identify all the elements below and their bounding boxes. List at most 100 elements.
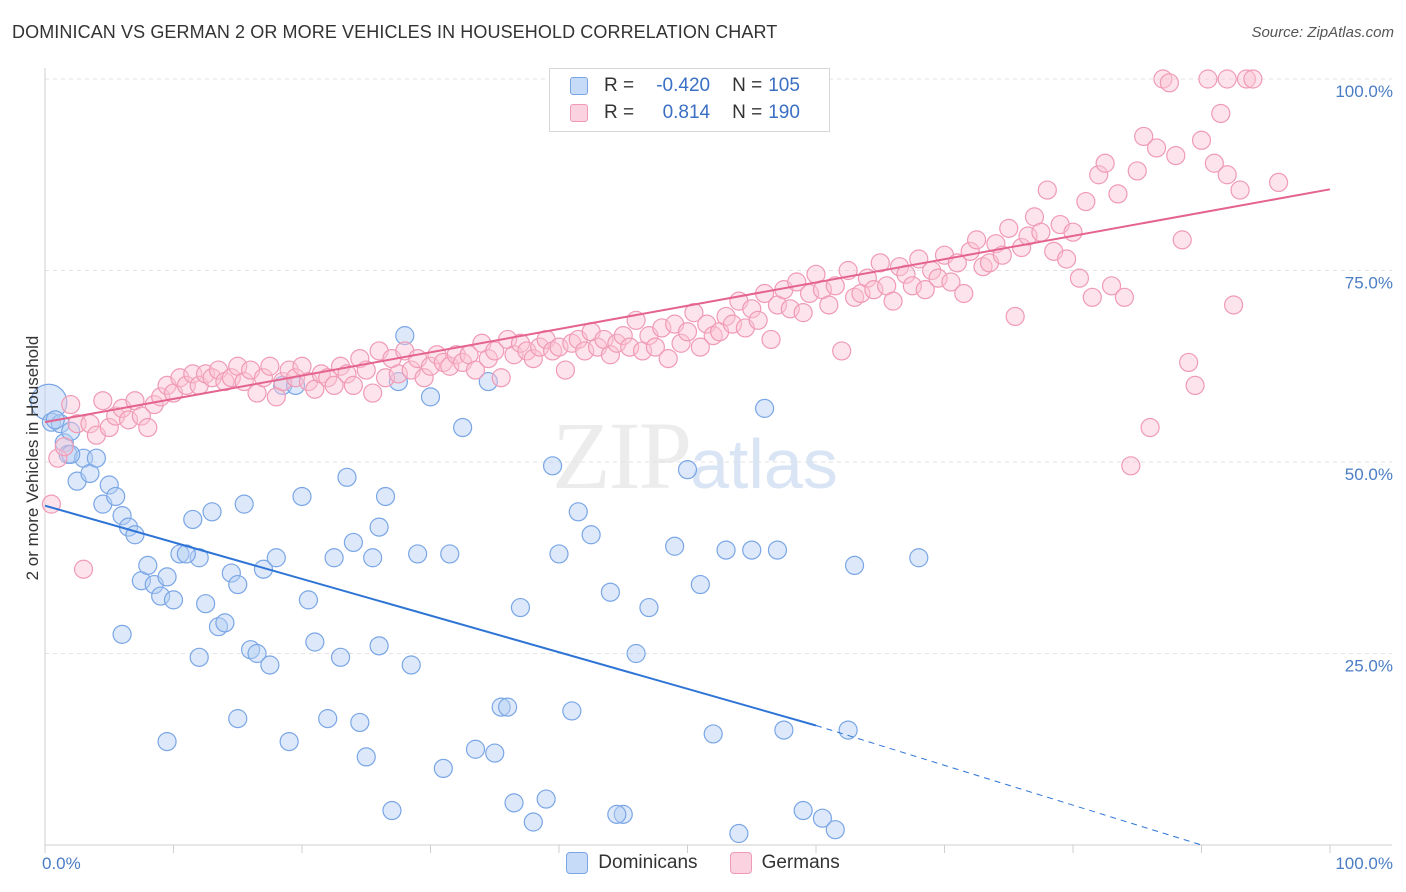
dominican-point	[690, 574, 710, 595]
dominican-point	[298, 590, 319, 610]
german-point	[690, 337, 710, 357]
german-point	[41, 494, 62, 514]
german-point	[260, 356, 280, 376]
dominican-trend-extension	[815, 725, 1202, 846]
dominican-point	[234, 494, 254, 514]
dominican-point	[909, 548, 929, 568]
dominican-point	[812, 808, 833, 828]
german-point	[652, 318, 672, 338]
german-point	[510, 333, 531, 353]
dominican-point	[292, 486, 312, 507]
german-point	[1069, 268, 1090, 288]
german-point	[954, 283, 974, 304]
dominican-point	[112, 624, 132, 644]
dominican-point	[607, 804, 627, 824]
german-point	[517, 341, 537, 361]
dominican-point	[157, 567, 177, 587]
german-point	[1005, 306, 1025, 327]
legend-row-germans: R = 0.814 N = 190	[570, 100, 822, 126]
german-point	[761, 329, 781, 350]
german-point	[742, 299, 762, 319]
german-point	[170, 368, 190, 388]
german-point	[832, 341, 852, 361]
axes	[44, 68, 1392, 853]
german-point	[613, 326, 633, 346]
legend-n-label: N =	[732, 102, 763, 123]
dominican-point	[138, 555, 158, 576]
dominican-point	[86, 448, 107, 468]
dominican-point	[581, 525, 601, 545]
german-point	[902, 276, 922, 296]
trend-lines	[44, 188, 1331, 846]
german-point	[530, 337, 550, 357]
german-point	[1159, 73, 1179, 93]
german-point	[106, 406, 126, 426]
german-point	[1031, 222, 1051, 242]
german-point	[1198, 69, 1218, 89]
dominican-point	[536, 789, 556, 809]
dominican-point	[774, 720, 794, 740]
german-point	[999, 218, 1019, 238]
legend-item-dominicans[interactable]: Dominicans	[566, 852, 698, 874]
german-point	[478, 348, 498, 369]
german-point	[1204, 153, 1224, 173]
dominican-point	[729, 823, 749, 844]
dominican-point	[677, 460, 698, 480]
german-point	[658, 348, 678, 369]
dominican-point	[125, 525, 145, 545]
german-point	[61, 394, 81, 415]
german-point	[600, 345, 621, 365]
dominican-point	[318, 709, 338, 729]
dominican-point	[703, 724, 723, 744]
dominican-point	[613, 804, 633, 824]
german-point	[555, 360, 576, 380]
dominican-point	[742, 540, 762, 560]
legend-r-label: R =	[604, 102, 635, 123]
legend-label-dominicans: Dominicans	[598, 852, 698, 873]
dominican-point	[401, 655, 421, 675]
german-point	[1140, 417, 1160, 438]
dominican-point	[247, 643, 267, 664]
y-tick-label: 75.0%	[1345, 274, 1393, 293]
german-point	[337, 364, 357, 384]
dominican-point	[228, 709, 248, 729]
dominican-point	[106, 486, 126, 507]
dominican-point	[639, 597, 659, 618]
german-trend-line	[44, 188, 1331, 424]
german-point	[1089, 165, 1109, 185]
german-point	[1121, 456, 1141, 476]
legend-r-value: -0.420	[656, 75, 711, 96]
german-point	[928, 268, 948, 288]
german-point	[414, 368, 434, 388]
german-point	[722, 314, 743, 334]
german-point	[440, 356, 460, 376]
dominican-point	[825, 820, 845, 840]
german-point	[1172, 230, 1192, 250]
dominican-point	[485, 743, 505, 763]
dominican-point	[523, 812, 543, 832]
y-tick-label: 100.0%	[1335, 82, 1393, 101]
dominican-point	[253, 559, 274, 579]
dominican-point	[196, 594, 216, 614]
german-point	[620, 337, 640, 357]
german-point	[48, 448, 68, 468]
legend-swatch-dominicans	[566, 852, 589, 874]
dominican-point	[395, 326, 415, 346]
legend-n-value: 190	[768, 102, 800, 123]
dominican-point	[793, 800, 813, 821]
legend-n-label: N =	[732, 75, 763, 96]
german-point	[883, 291, 903, 311]
legend-swatch-germans	[570, 104, 588, 122]
legend-item-germans[interactable]: Germans	[729, 852, 840, 874]
legend-row-dominicans: R = -0.420 N = 105	[570, 73, 822, 99]
dominican-point	[408, 544, 428, 564]
german-point	[575, 341, 595, 361]
dominican-point	[202, 502, 222, 522]
chart-source: Source: ZipAtlas.com	[1251, 24, 1394, 41]
german-point	[202, 368, 222, 388]
dominican-point	[157, 731, 177, 752]
x-tick-label: 0.0%	[42, 854, 81, 873]
legend-label-germans: Germans	[761, 852, 840, 873]
german-point	[491, 368, 511, 388]
